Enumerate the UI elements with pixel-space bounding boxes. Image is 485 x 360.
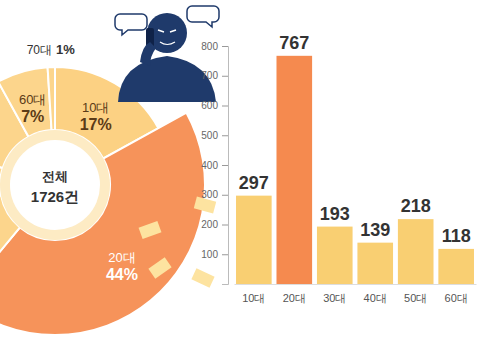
y-tick: 600	[201, 100, 228, 111]
y-tick: 700	[201, 70, 228, 81]
y-tick-mark	[222, 135, 228, 136]
y-tick-label: 100	[201, 249, 218, 260]
pie-category-label: 70대	[27, 43, 52, 57]
pie-title: 전체	[42, 169, 68, 184]
bar	[276, 56, 312, 284]
y-tick-label: 200	[201, 219, 218, 230]
pie-slice	[48, 67, 55, 130]
y-tick-label: 600	[201, 100, 218, 111]
data-label: 193	[320, 204, 350, 224]
bar-chart: 100 200 300 400 500 600 700 800 10대 20대 30대 40대 50대 6…	[201, 33, 476, 304]
pie-labels: 10대17% 20대44% 60대7% 70대 1%	[19, 42, 138, 283]
x-tick-label: 60대	[445, 292, 468, 304]
center-disc	[10, 140, 100, 230]
x-tick-label: 40대	[364, 292, 387, 304]
y-axis-line	[222, 47, 229, 285]
y-tick-label: 300	[201, 189, 218, 200]
pie-value-label: 7%	[21, 108, 44, 125]
y-tick-mark	[222, 46, 228, 47]
y-tick-mark	[222, 76, 228, 77]
y-tick: 800	[201, 41, 228, 52]
y-tick-mark	[222, 106, 228, 107]
pie-label: 70대 1%	[27, 42, 76, 57]
bars	[236, 56, 474, 284]
x-tick: 20대	[283, 284, 306, 304]
bar	[317, 227, 353, 284]
y-tick: 100	[201, 249, 228, 260]
x-tick-label: 50대	[404, 292, 427, 304]
decoration	[115, 6, 219, 288]
x-tick-label: 10대	[242, 292, 265, 304]
data-label: 218	[401, 196, 431, 216]
money-bill	[191, 268, 214, 287]
pie-value-label: 44%	[106, 266, 138, 283]
x-tick: 40대	[364, 284, 387, 304]
chart-canvas: 전체1726건10대17%20대44%60대7%70대1%10020030040…	[0, 0, 485, 360]
data-labels: 297 767 193 139 218 118	[239, 33, 471, 246]
y-tick-label: 700	[201, 70, 218, 81]
x-tick: 50대	[404, 284, 427, 304]
y-tick: 300	[201, 189, 228, 200]
y-tick: 500	[201, 130, 228, 141]
bar	[357, 243, 393, 284]
y-tick-mark	[222, 195, 228, 196]
x-tick: 60대	[445, 284, 468, 304]
x-tick: 10대	[242, 284, 265, 304]
pie-slice	[0, 113, 205, 335]
y-tick-mark	[222, 225, 228, 226]
data-label: 139	[360, 220, 390, 240]
pie-value-label: 17%	[80, 116, 112, 133]
slices	[0, 67, 205, 335]
money-bill	[139, 221, 162, 239]
pie-category-label: 20대	[108, 250, 135, 265]
bar	[236, 196, 272, 284]
y-tick-mark	[222, 165, 228, 166]
speech-bubble	[187, 6, 219, 27]
pie-category-label: 60대	[19, 92, 46, 107]
pie-category-label: 10대	[82, 100, 109, 115]
pie-subtitle: 1726건	[31, 188, 79, 205]
center-ring	[0, 130, 110, 240]
y-tick-label: 400	[201, 160, 218, 171]
figure-eyes	[158, 30, 176, 32]
pie-value-label: 1%	[56, 42, 75, 57]
figure-smile	[160, 42, 175, 45]
bar	[398, 219, 434, 284]
x-tick: 30대	[323, 284, 346, 304]
y-tick: 200	[201, 219, 228, 230]
speech-bubble	[115, 14, 147, 35]
x-axis: 10대 20대 30대 40대 50대 60대	[235, 284, 477, 304]
data-label: 118	[442, 226, 471, 246]
x-axis-line	[235, 284, 477, 285]
y-tick-label: 800	[201, 41, 218, 52]
y-axis: 100 200 300 400 500 600 700 800	[201, 41, 228, 285]
y-tick-mark	[222, 254, 228, 255]
x-tick-label: 20대	[283, 292, 306, 304]
y-tick: 400	[201, 160, 228, 171]
bar	[438, 249, 474, 284]
figure-hand	[140, 42, 156, 66]
data-label: 767	[279, 33, 309, 53]
pie-slice	[0, 67, 52, 137]
data-label: 297	[239, 173, 269, 193]
money-bill	[148, 257, 171, 278]
y-tick-label: 500	[201, 130, 218, 141]
x-tick-label: 30대	[323, 292, 346, 304]
